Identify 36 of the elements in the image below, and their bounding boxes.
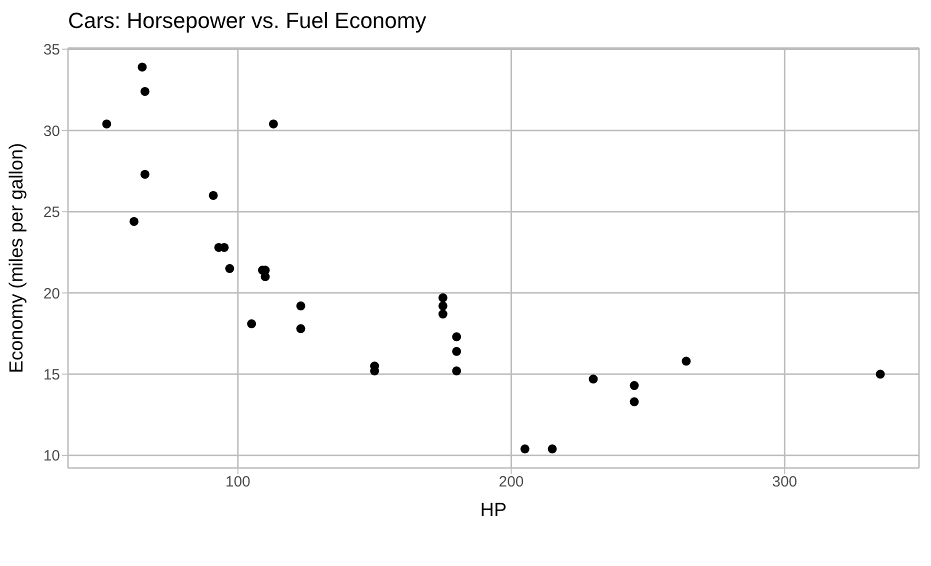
point <box>296 301 306 310</box>
point <box>452 332 462 342</box>
point <box>208 190 218 200</box>
point <box>138 62 147 72</box>
point <box>140 86 150 96</box>
point <box>140 170 150 179</box>
chart-title: Cars: Horsepower vs. Fuel Economy <box>68 8 426 34</box>
point <box>682 356 691 366</box>
y-tick-label: 35 <box>43 42 60 59</box>
point <box>452 366 462 376</box>
y-tick-label: 25 <box>43 204 60 222</box>
x-tick-label: 200 <box>498 474 524 491</box>
y-tick-label: 30 <box>43 122 60 140</box>
point <box>452 346 462 356</box>
y-axis-title: Economy (miles per gallon) <box>6 142 28 374</box>
point <box>102 119 112 128</box>
x-tick-label: 100 <box>225 474 250 491</box>
y-tick-label: 15 <box>43 366 60 384</box>
point <box>438 301 448 310</box>
x-axis-title: HP <box>480 500 507 521</box>
point <box>225 264 234 274</box>
point <box>548 444 557 454</box>
point <box>438 293 448 302</box>
y-tick-label: 20 <box>43 285 60 302</box>
point <box>520 444 530 454</box>
point <box>588 374 598 384</box>
point <box>296 324 306 334</box>
point <box>130 216 139 226</box>
point <box>268 119 278 128</box>
point <box>876 370 885 379</box>
y-tick-label: 10 <box>43 448 60 465</box>
x-tick-label: 300 <box>772 474 798 491</box>
point <box>630 381 639 390</box>
point <box>438 310 448 319</box>
point <box>630 397 639 406</box>
point <box>247 319 256 328</box>
